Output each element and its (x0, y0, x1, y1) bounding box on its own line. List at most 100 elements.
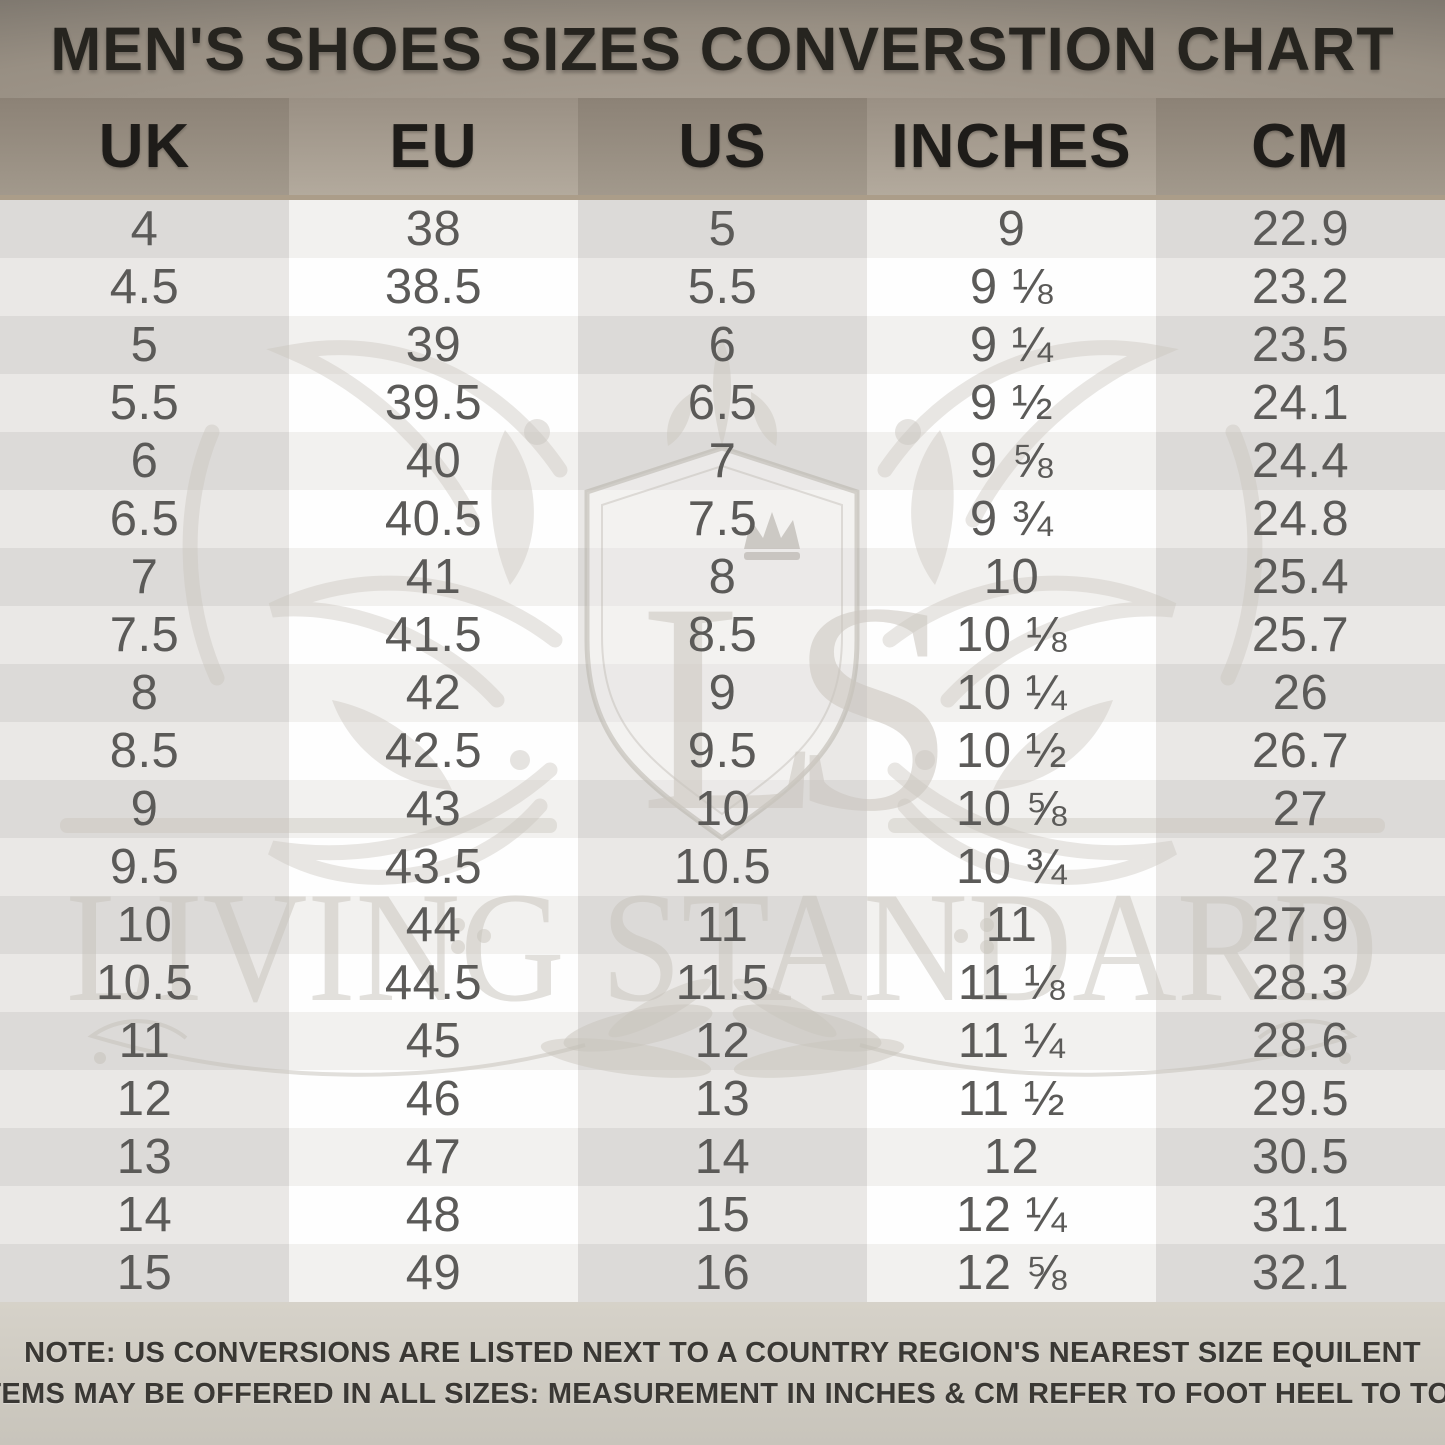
table-cell-uk: 9.5 (0, 838, 289, 896)
table-cell-eu: 46 (289, 1070, 578, 1128)
table-cell-us: 6 (578, 316, 867, 374)
table-cell-eu: 41.5 (289, 606, 578, 664)
table-row: 14 48 15 12 ¼ 31.1 (0, 1186, 1445, 1244)
table-cell-us: 6.5 (578, 374, 867, 432)
table-row: 7.5 41.5 8.5 10 ⅛ 25.7 (0, 606, 1445, 664)
table-cell-uk: 4.5 (0, 258, 289, 316)
table-cell-eu: 49 (289, 1244, 578, 1302)
table-cell-us: 7.5 (578, 490, 867, 548)
table-cell-us: 16 (578, 1244, 867, 1302)
table-cell-us: 5 (578, 200, 867, 258)
table-cell-eu: 44 (289, 896, 578, 954)
table-row: 6.5 40.5 7.5 9 ¾ 24.8 (0, 490, 1445, 548)
table-cell-uk: 14 (0, 1186, 289, 1244)
table-row: 12 46 13 11 ½ 29.5 (0, 1070, 1445, 1128)
table-cell-inches: 10 ¾ (867, 838, 1156, 896)
table-row: 5 39 6 9 ¼ 23.5 (0, 316, 1445, 374)
table-cell-cm: 26.7 (1156, 722, 1445, 780)
table-cell-uk: 11 (0, 1012, 289, 1070)
table-cell-eu: 42.5 (289, 722, 578, 780)
table-cell-eu: 43 (289, 780, 578, 838)
table-cell-cm: 32.1 (1156, 1244, 1445, 1302)
table-row: 6 40 7 9 ⅝ 24.4 (0, 432, 1445, 490)
table-cell-cm: 27.3 (1156, 838, 1445, 896)
table-cell-cm: 30.5 (1156, 1128, 1445, 1186)
table-cell-us: 12 (578, 1012, 867, 1070)
table-cell-inches: 11 ½ (867, 1070, 1156, 1128)
table-cell-inches: 9 ½ (867, 374, 1156, 432)
table-cell-eu: 43.5 (289, 838, 578, 896)
note-line-2: ITEMS MAY BE OFFERED IN ALL SIZES: MEASU… (0, 1378, 1445, 1411)
table-row: 9.5 43.5 10.5 10 ¾ 27.3 (0, 838, 1445, 896)
table-cell-uk: 5 (0, 316, 289, 374)
table-row: 11 45 12 11 ¼ 28.6 (0, 1012, 1445, 1070)
table-cell-eu: 42 (289, 664, 578, 722)
table-cell-uk: 7 (0, 548, 289, 606)
table-cell-cm: 27 (1156, 780, 1445, 838)
table-cell-inches: 9 ⅛ (867, 258, 1156, 316)
table-cell-uk: 7.5 (0, 606, 289, 664)
table-cell-inches: 11 ⅛ (867, 954, 1156, 1012)
note-line-1: NOTE: US CONVERSIONS ARE LISTED NEXT TO … (24, 1337, 1421, 1370)
column-header-uk: UK (0, 98, 289, 195)
table-cell-eu: 38.5 (289, 258, 578, 316)
table-cell-inches: 12 (867, 1128, 1156, 1186)
table-cell-cm: 24.8 (1156, 490, 1445, 548)
table-cell-uk: 8 (0, 664, 289, 722)
conversion-table: 4 38 5 9 22.9 4.5 38.5 5.5 9 ⅛ 23.2 5 39 6 9 ¼ 23.5 5.5… (0, 200, 1445, 1302)
table-row: 13 47 14 12 30.5 (0, 1128, 1445, 1186)
table-cell-inches: 9 ⅝ (867, 432, 1156, 490)
table-cell-inches: 11 (867, 896, 1156, 954)
table-cell-us: 5.5 (578, 258, 867, 316)
table-cell-eu: 39 (289, 316, 578, 374)
table-cell-eu: 40 (289, 432, 578, 490)
table-cell-eu: 39.5 (289, 374, 578, 432)
table-cell-cm: 28.6 (1156, 1012, 1445, 1070)
table-cell-us: 11.5 (578, 954, 867, 1012)
table-row: 8 42 9 10 ¼ 26 (0, 664, 1445, 722)
table-cell-cm: 28.3 (1156, 954, 1445, 1012)
table-cell-uk: 13 (0, 1128, 289, 1186)
table-cell-us: 13 (578, 1070, 867, 1128)
table-cell-eu: 47 (289, 1128, 578, 1186)
column-header-eu: EU (289, 98, 578, 195)
note-text-1: US CONVERSIONS ARE LISTED NEXT TO A COUN… (124, 1336, 1421, 1369)
table-cell-uk: 15 (0, 1244, 289, 1302)
table-cell-inches: 9 (867, 200, 1156, 258)
table-cell-us: 10 (578, 780, 867, 838)
table-cell-uk: 10.5 (0, 954, 289, 1012)
table-row: 4.5 38.5 5.5 9 ⅛ 23.2 (0, 258, 1445, 316)
note-text-2: ITEMS MAY BE OFFERED IN ALL SIZES: MEASU… (0, 1377, 1445, 1410)
table-cell-eu: 41 (289, 548, 578, 606)
table-cell-eu: 44.5 (289, 954, 578, 1012)
column-header-inches: INCHES (867, 98, 1156, 195)
footer-note: NOTE: US CONVERSIONS ARE LISTED NEXT TO … (0, 1302, 1445, 1445)
table-cell-inches: 10 ½ (867, 722, 1156, 780)
table-cell-inches: 9 ¼ (867, 316, 1156, 374)
table-cell-cm: 26 (1156, 664, 1445, 722)
table-cell-uk: 10 (0, 896, 289, 954)
table-row: 10.5 44.5 11.5 11 ⅛ 28.3 (0, 954, 1445, 1012)
note-label: NOTE: (24, 1336, 116, 1369)
table-cell-uk: 5.5 (0, 374, 289, 432)
column-header-cm: CM (1156, 98, 1445, 195)
table-cell-us: 7 (578, 432, 867, 490)
table-cell-uk: 6.5 (0, 490, 289, 548)
table-cell-us: 10.5 (578, 838, 867, 896)
table-cell-uk: 12 (0, 1070, 289, 1128)
table-cell-cm: 31.1 (1156, 1186, 1445, 1244)
table-row: 4 38 5 9 22.9 (0, 200, 1445, 258)
table-cell-cm: 24.4 (1156, 432, 1445, 490)
title-band: MEN'S SHOES SIZES CONVERSTION CHART (0, 0, 1445, 98)
table-cell-us: 9.5 (578, 722, 867, 780)
table-cell-inches: 10 ¼ (867, 664, 1156, 722)
table-cell-eu: 38 (289, 200, 578, 258)
table-cell-uk: 4 (0, 200, 289, 258)
page-title: MEN'S SHOES SIZES CONVERSTION CHART (50, 15, 1395, 83)
table-cell-uk: 9 (0, 780, 289, 838)
table-cell-inches: 11 ¼ (867, 1012, 1156, 1070)
table-cell-cm: 27.9 (1156, 896, 1445, 954)
table-row: 8.5 42.5 9.5 10 ½ 26.7 (0, 722, 1445, 780)
table-cell-inches: 10 ⅝ (867, 780, 1156, 838)
